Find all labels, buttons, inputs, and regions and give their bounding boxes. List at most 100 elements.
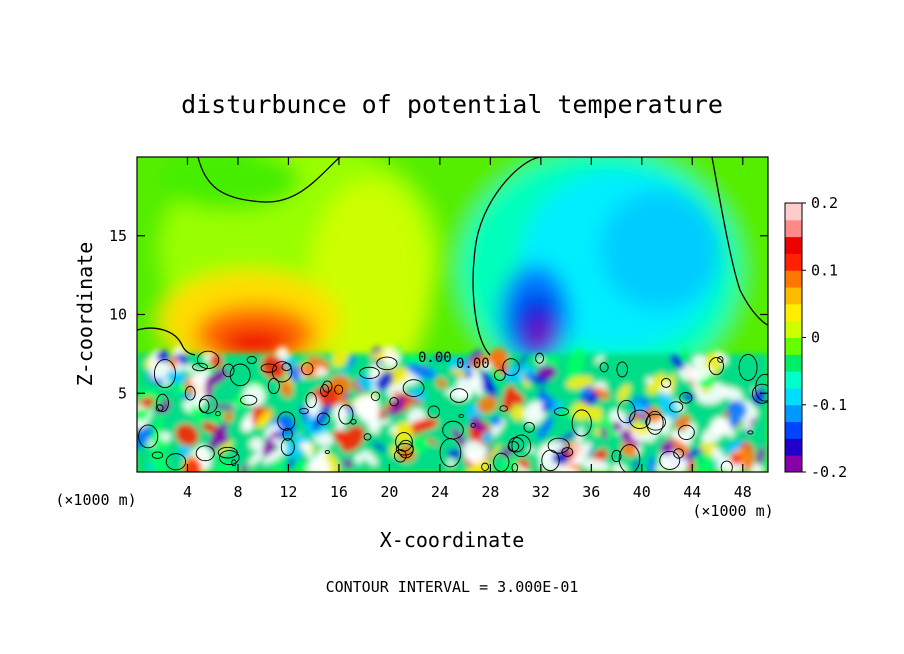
turbulence-cell (179, 393, 195, 399)
turbulence-contour (458, 414, 465, 418)
turbulence-contour (376, 356, 398, 371)
turbulence-contour (217, 446, 238, 459)
turbulence-contour (599, 362, 609, 373)
turbulence-contour (322, 380, 333, 393)
turbulence-contour (138, 424, 159, 449)
turbulence-cell (701, 424, 725, 444)
turbulence-contour (393, 449, 407, 463)
colorbar-swatch (785, 354, 802, 372)
turbulence-contour (271, 361, 293, 383)
turbulence-cell (300, 441, 313, 451)
colorbar-swatch (785, 404, 802, 423)
turbulence-cell (658, 392, 679, 422)
turbulence-cell (287, 365, 301, 383)
turbulence-cell (165, 370, 188, 385)
x-tick-label: 36 (582, 483, 600, 501)
turbulence-contour (659, 450, 681, 470)
turbulence-contour (280, 438, 295, 456)
turbulence-cell (537, 416, 554, 441)
turbulence-cell (537, 392, 556, 408)
turbulence-cell (510, 405, 526, 421)
turbulence-cell (727, 400, 747, 420)
turbulence-cell (656, 416, 672, 432)
colorbar-swatch (785, 203, 802, 221)
turbulence-contour (370, 391, 381, 402)
colorbar-tick-label: 0.2 (811, 194, 838, 212)
turbulence-cell (384, 349, 395, 362)
turbulence-contour (427, 405, 441, 419)
x-tick-label: 28 (481, 483, 499, 501)
turbulence-cell (155, 362, 170, 368)
colorbar-swatch (785, 371, 802, 389)
turbulence-cell (524, 372, 535, 381)
turbulence-cell (572, 441, 592, 465)
turbulence-contour (165, 453, 187, 471)
turbulence-cell (372, 441, 386, 452)
turbulence-contour (669, 401, 684, 413)
turbulence-contour (350, 419, 357, 425)
colorbar-tick-label: 0 (811, 329, 820, 347)
turbulence-contour (470, 422, 476, 428)
turbulence-cell (566, 376, 594, 389)
turbulence-cell (249, 437, 265, 451)
turbulence-cell (243, 384, 265, 407)
x-tick-label: 44 (683, 483, 701, 501)
turbulence-contour (738, 354, 758, 381)
x-axis-label: X-coordinate (380, 528, 525, 552)
turbulence-contour (442, 420, 464, 440)
turbulence-cell (523, 401, 546, 425)
y-tick-label: 10 (109, 306, 127, 324)
colorbar-swatch (785, 455, 802, 473)
turbulence-cell (340, 425, 365, 453)
turbulence-contour (646, 410, 664, 435)
turbulence-contour (494, 369, 506, 381)
turbulence-cell (336, 392, 350, 409)
turbulence-contour (618, 444, 641, 472)
x-tick-label: 40 (633, 483, 651, 501)
turbulence-cell (210, 354, 223, 369)
turbulence-cell (481, 430, 493, 445)
turbulence-cell (692, 354, 706, 368)
colorbar-tick-label: 0.1 (811, 261, 838, 279)
turbulence-cell (306, 458, 331, 472)
y-axis: 5 10 15 (109, 227, 768, 402)
turbulence-contour (493, 452, 510, 472)
turbulence-contour (218, 450, 240, 466)
turbulence-cell (646, 373, 667, 395)
turbulence-cell (617, 384, 631, 402)
turbulence-cell (729, 452, 743, 465)
turbulence-contour (320, 384, 330, 397)
turbulence-cell (469, 359, 482, 369)
colorbar-swatch (785, 438, 802, 456)
turbulence-contour (617, 399, 636, 424)
turbulence-contour (389, 397, 399, 407)
contour-labels: 0.00 0.00 (418, 350, 490, 372)
x-unit-left: (×1000 m) (55, 491, 136, 509)
turbulence-cell (354, 453, 364, 464)
x-tick-label: 48 (734, 483, 752, 501)
turbulence-cell (303, 362, 318, 378)
turbulence-cell (376, 371, 394, 391)
turbulence-cell (331, 350, 348, 368)
y-axis-label: Z-coordinate (73, 242, 97, 387)
turbulence-contour (324, 450, 330, 454)
turbulence-cell (482, 381, 496, 393)
turbulence-cell (241, 420, 253, 432)
turbulence-cell (224, 410, 234, 423)
turbulence-contour (338, 404, 354, 425)
turbulence-contour (673, 448, 684, 459)
turbulence-contour (561, 447, 574, 457)
chart-title: disturbunce of potential temperature (181, 90, 723, 119)
turbulence-cell (233, 395, 247, 410)
turbulence-contour (717, 356, 724, 363)
turbulence-cell (392, 392, 423, 405)
turbulence-cell (669, 354, 685, 370)
turbulence-cell (739, 442, 755, 471)
turbulence-cell (499, 456, 519, 472)
x-tick-label: 16 (330, 483, 348, 501)
turbulence-cell (502, 385, 516, 413)
x-tick-label: 12 (279, 483, 297, 501)
turbulence-cell (593, 428, 601, 436)
turbulence-cell (347, 354, 356, 368)
turbulence-contour (197, 350, 220, 369)
